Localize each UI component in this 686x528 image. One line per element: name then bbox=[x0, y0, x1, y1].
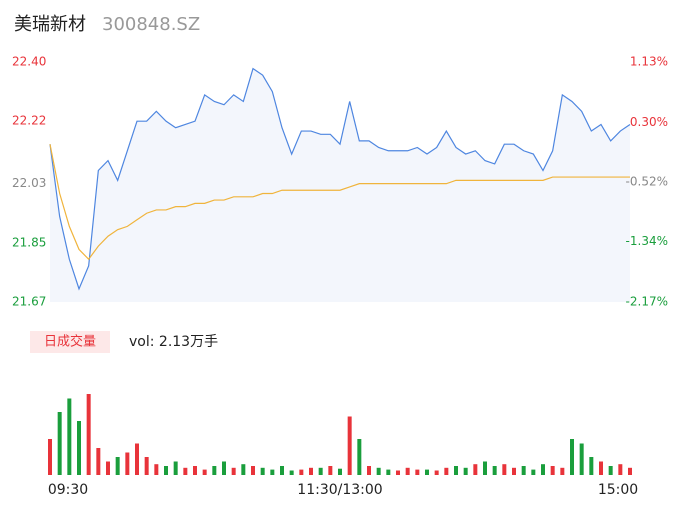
y-tick-label: 22.40 bbox=[12, 55, 46, 69]
line-average bbox=[49, 144, 630, 261]
volume-bar bbox=[347, 416, 352, 475]
volume-bar bbox=[444, 467, 449, 475]
y-tick-label: 21.67 bbox=[12, 295, 46, 309]
x-tick-label: 15:00 bbox=[598, 482, 638, 498]
volume-bar bbox=[579, 443, 584, 475]
volume-bar bbox=[502, 464, 507, 475]
volume-bar bbox=[338, 468, 342, 475]
volume-bar bbox=[154, 464, 159, 475]
volume-bar bbox=[560, 467, 565, 475]
volume-bar bbox=[67, 398, 72, 475]
y2-tick-label: 0.30% bbox=[630, 115, 668, 129]
x-tick-label: 09:30 bbox=[48, 482, 88, 498]
volume-bar bbox=[183, 467, 188, 475]
volume-bar bbox=[357, 439, 362, 475]
volume-bar bbox=[241, 464, 246, 475]
volume-bar bbox=[86, 394, 91, 475]
volume-bar bbox=[115, 457, 120, 475]
volume-bar bbox=[618, 464, 623, 475]
volume-bar bbox=[386, 469, 391, 475]
volume-bar bbox=[599, 461, 603, 475]
y-tick-label: 21.85 bbox=[12, 235, 46, 249]
volume-bar bbox=[483, 461, 487, 475]
x-tick-label: 11:30/13:00 bbox=[297, 482, 382, 498]
volume-bar bbox=[405, 467, 410, 475]
stock-name: 美瑞新材 bbox=[14, 14, 86, 35]
volume-tag bbox=[30, 331, 110, 353]
volume-bar bbox=[570, 439, 574, 475]
volume-bar bbox=[628, 467, 632, 475]
line-price bbox=[49, 67, 631, 291]
volume-bar bbox=[125, 452, 130, 475]
volume-bar bbox=[193, 466, 197, 475]
volume-bar bbox=[434, 470, 439, 475]
volume-bar bbox=[589, 457, 594, 475]
volume-bar bbox=[376, 467, 381, 475]
volume-bar bbox=[77, 421, 81, 475]
price-area bbox=[50, 68, 630, 302]
volume-bar bbox=[48, 439, 52, 475]
volume-bar bbox=[135, 443, 139, 475]
volume-bar bbox=[608, 466, 613, 475]
volume-title: 日成交量 bbox=[44, 334, 96, 350]
volume-bar bbox=[270, 469, 275, 475]
volume-bar bbox=[96, 448, 101, 475]
volume-bar bbox=[512, 467, 516, 475]
volume-bar bbox=[299, 469, 304, 475]
volume-bar bbox=[260, 467, 265, 475]
volume-bar bbox=[531, 469, 536, 475]
stock-code: 300848.SZ bbox=[102, 14, 200, 35]
volume-bar bbox=[164, 466, 168, 475]
volume-bar bbox=[280, 466, 284, 475]
volume-bar bbox=[473, 464, 478, 475]
volume-bar bbox=[328, 466, 333, 475]
volume-bar bbox=[231, 467, 236, 475]
volume-bar bbox=[541, 464, 545, 475]
volume-info: vol: 2.13万手 bbox=[129, 334, 218, 350]
y2-tick-label: -0.52% bbox=[626, 175, 668, 189]
volume-bar bbox=[289, 470, 294, 475]
volume-bar bbox=[251, 466, 255, 475]
volume-bar bbox=[396, 470, 400, 475]
volume-bar bbox=[57, 412, 62, 475]
y2-tick-label: 1.13% bbox=[630, 55, 668, 69]
volume-bar bbox=[202, 469, 207, 475]
volume-bar bbox=[367, 466, 371, 475]
volume-bar bbox=[521, 466, 526, 475]
volume-bar bbox=[492, 466, 497, 475]
volume-bar bbox=[222, 461, 226, 475]
y2-tick-label: -2.17% bbox=[626, 295, 668, 309]
y-tick-label: 22.03 bbox=[12, 176, 46, 190]
volume-bar bbox=[425, 469, 429, 475]
volume-bar bbox=[550, 466, 555, 475]
volume-bar bbox=[106, 461, 110, 475]
y2-tick-label: -1.34% bbox=[626, 234, 668, 248]
volume-bar bbox=[173, 461, 178, 475]
volume-bar bbox=[454, 466, 458, 475]
volume-bar bbox=[318, 467, 323, 475]
volume-bar bbox=[463, 467, 468, 475]
y-tick-label: 22.22 bbox=[12, 114, 46, 128]
volume-bar bbox=[212, 466, 217, 475]
volume-bar bbox=[309, 467, 313, 475]
volume-bar bbox=[144, 457, 149, 475]
volume-bar bbox=[415, 469, 420, 475]
